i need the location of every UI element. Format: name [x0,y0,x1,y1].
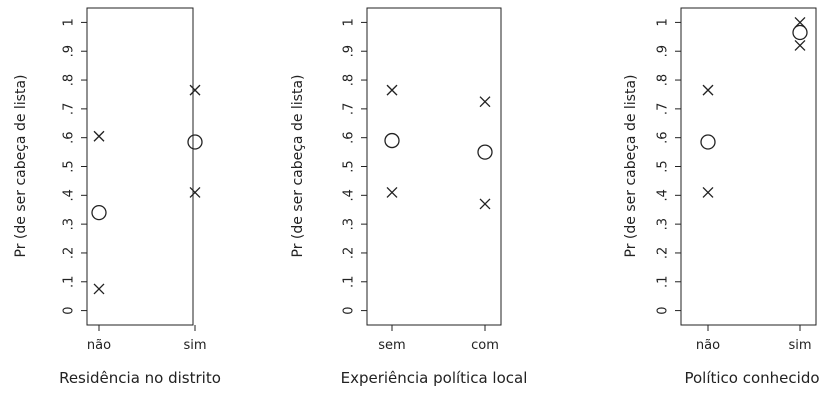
y-tick-label: .3 [342,218,357,230]
cross-stroke [794,40,806,51]
y-tick-label: 0 [62,306,77,314]
lower-bound-point [386,186,398,198]
panel-residencia: 0 .1 .2 .3 .4 .5 .6 .7 .8 .9 1 não sim Pr (de ser c… [13,7,221,387]
y-tick-label: .4 [656,189,671,201]
estimate-point [477,144,493,160]
estimate-point [91,204,107,221]
data-marks [700,16,808,198]
cross-stroke [93,283,105,295]
lower-bound-point [479,198,491,210]
y-tick-label: .6 [656,131,671,143]
y-tick-label: .9 [656,45,671,57]
cross-stroke [479,96,491,108]
upper-bound-point [93,130,105,142]
x-tick-label: sim [788,338,811,353]
x-tick-label: com [471,338,499,353]
y-tick-label: .2 [656,247,671,259]
cross-stroke [386,186,398,198]
panel-experiencia: 0 .1 .2 .3 .4 .5 .6 .7 .8 .9 1 sem com Pr (de ser c… [290,7,528,387]
y-tick-label: 0 [342,306,357,314]
y-tick-label: .5 [656,160,671,172]
y-tick-label: .9 [342,45,357,57]
y-tick-label: .7 [342,103,357,115]
estimate-point [700,134,716,150]
y-tick-label: .5 [62,160,77,172]
estimate-point [187,134,203,150]
x-axis: sem com [378,325,499,353]
y-tick-label: .6 [62,131,77,143]
x-axis-label: Experiência política local [341,369,528,387]
y-tick-label: .8 [656,74,671,86]
cross-stroke [702,186,714,198]
y-tick-label: .2 [62,247,77,259]
y-tick-label: .4 [342,189,357,201]
x-axis-label: Político conhecido [684,369,819,387]
cross-stroke [479,198,491,210]
y-tick-label: .3 [656,218,671,230]
y-tick-label: .6 [342,131,357,143]
y-tick-label: .1 [656,276,671,288]
y-tick-label: .2 [342,247,357,259]
y-tick-label: .9 [62,45,77,57]
cross-stroke [189,84,201,96]
y-tick-label: .1 [62,276,77,288]
cross-stroke [189,186,201,198]
y-tick-label: 1 [342,18,357,26]
plot-frame [366,7,502,326]
y-tick-label: 0 [656,306,671,314]
estimate-point [792,24,808,41]
plot-frame [86,7,194,326]
panel-politico-conhecido: 0 .1 .2 .3 .4 .5 .6 .7 .8 .9 1 não sim Pr (de ser c… [623,7,820,387]
upper-bound-point [189,84,201,96]
y-axis-label: Pr (de ser cabeça de lista) [13,75,29,258]
data-marks [91,84,203,295]
y-tick-label: 1 [62,18,77,26]
plot-frame [680,7,817,326]
lower-bound-point [189,186,201,198]
y-axis: 0 .1 .2 .3 .4 .5 .6 .7 .8 .9 1 [62,18,87,315]
cross-stroke [93,130,105,142]
y-tick-label: .4 [62,189,77,201]
y-tick-label: .1 [342,276,357,288]
x-axis-label: Residência no distrito [59,369,221,387]
estimate-point [384,132,400,149]
y-tick-label: .8 [62,74,77,86]
y-axis-label: Pr (de ser cabeça de lista) [290,75,306,258]
x-tick-label: não [87,338,111,353]
data-marks [384,84,493,210]
lower-bound-point [702,186,714,198]
y-tick-label: .3 [62,218,77,230]
cross-stroke [702,84,714,96]
y-axis-label: Pr (de ser cabeça de lista) [623,75,639,258]
lower-bound-point [794,40,806,51]
x-axis: não sim [696,325,812,353]
x-axis: não sim [87,325,207,353]
y-tick-label: .7 [62,103,77,115]
x-tick-label: não [696,338,720,353]
cross-stroke [386,84,398,96]
y-axis: 0 .1 .2 .3 .4 .5 .6 .7 .8 .9 1 [342,18,367,315]
upper-bound-point [386,84,398,96]
upper-bound-point [479,96,491,108]
y-tick-label: 1 [656,18,671,26]
upper-bound-point [702,84,714,96]
lower-bound-point [93,283,105,295]
y-tick-label: .5 [342,160,357,172]
y-axis: 0 .1 .2 .3 .4 .5 .6 .7 .8 .9 1 [656,18,681,315]
x-tick-label: sim [183,338,206,353]
y-tick-label: .7 [656,103,671,115]
y-tick-label: .8 [342,74,357,86]
x-tick-label: sem [378,338,405,353]
